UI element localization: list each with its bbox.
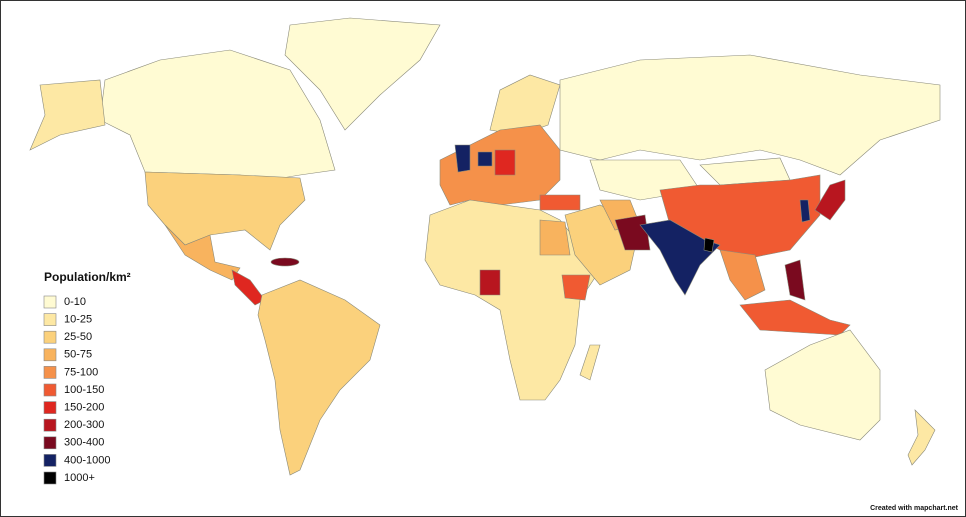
legend-swatch <box>43 436 57 450</box>
legend-swatch <box>43 348 57 362</box>
legend-swatch <box>43 366 57 379</box>
legend-label: 200-300 <box>64 419 104 431</box>
legend-label: 75-100 <box>64 366 98 378</box>
india <box>639 219 721 296</box>
alaska <box>29 79 106 151</box>
southeast-asia <box>719 249 766 301</box>
caribbean <box>270 257 300 267</box>
legend-swatch <box>43 313 57 326</box>
legend-swatch <box>43 471 57 485</box>
mexico <box>164 224 241 281</box>
germany <box>494 149 516 176</box>
legend-label: 50-75 <box>64 349 92 361</box>
legend-label: 400-1000 <box>64 454 111 466</box>
legend-swatch <box>43 330 57 344</box>
usa <box>144 171 306 251</box>
madagascar <box>579 344 601 381</box>
legend-swatch <box>43 418 57 432</box>
south-america <box>257 279 381 476</box>
australia <box>764 329 881 441</box>
legend-title: Population/km² <box>44 270 131 284</box>
greenland <box>284 17 441 131</box>
legend-swatch <box>43 295 57 309</box>
legend-label: 100-150 <box>64 384 104 396</box>
japan <box>814 179 846 221</box>
legend-label: 1000+ <box>64 472 95 484</box>
legend: 0-10 10-25 25-50 50-75 75-100 100-150 150-200 2… <box>43 295 111 485</box>
russia <box>559 54 941 176</box>
korea <box>799 199 811 223</box>
new-zealand <box>907 409 936 466</box>
legend-label: 150-200 <box>64 402 104 414</box>
uk <box>454 144 471 173</box>
credit: Created with mapchart.net <box>870 505 959 512</box>
legend-label: 10-25 <box>64 314 92 326</box>
egypt <box>539 219 571 256</box>
canada <box>99 49 336 181</box>
turkey <box>539 194 581 211</box>
ethiopia <box>561 274 591 301</box>
legend-label: 25-50 <box>64 331 92 343</box>
nigeria <box>479 269 501 296</box>
legend-label: 300-400 <box>64 437 104 449</box>
legend-label: 0-10 <box>64 296 86 308</box>
legend-swatch <box>43 383 57 397</box>
legend-swatch <box>43 401 57 414</box>
countries <box>29 17 941 476</box>
bangladesh <box>703 237 715 253</box>
central-america <box>231 269 266 306</box>
indonesia <box>739 299 851 336</box>
legend-swatch <box>43 454 57 467</box>
benelux <box>477 151 493 167</box>
pakistan <box>614 214 651 251</box>
philippines <box>784 259 806 301</box>
